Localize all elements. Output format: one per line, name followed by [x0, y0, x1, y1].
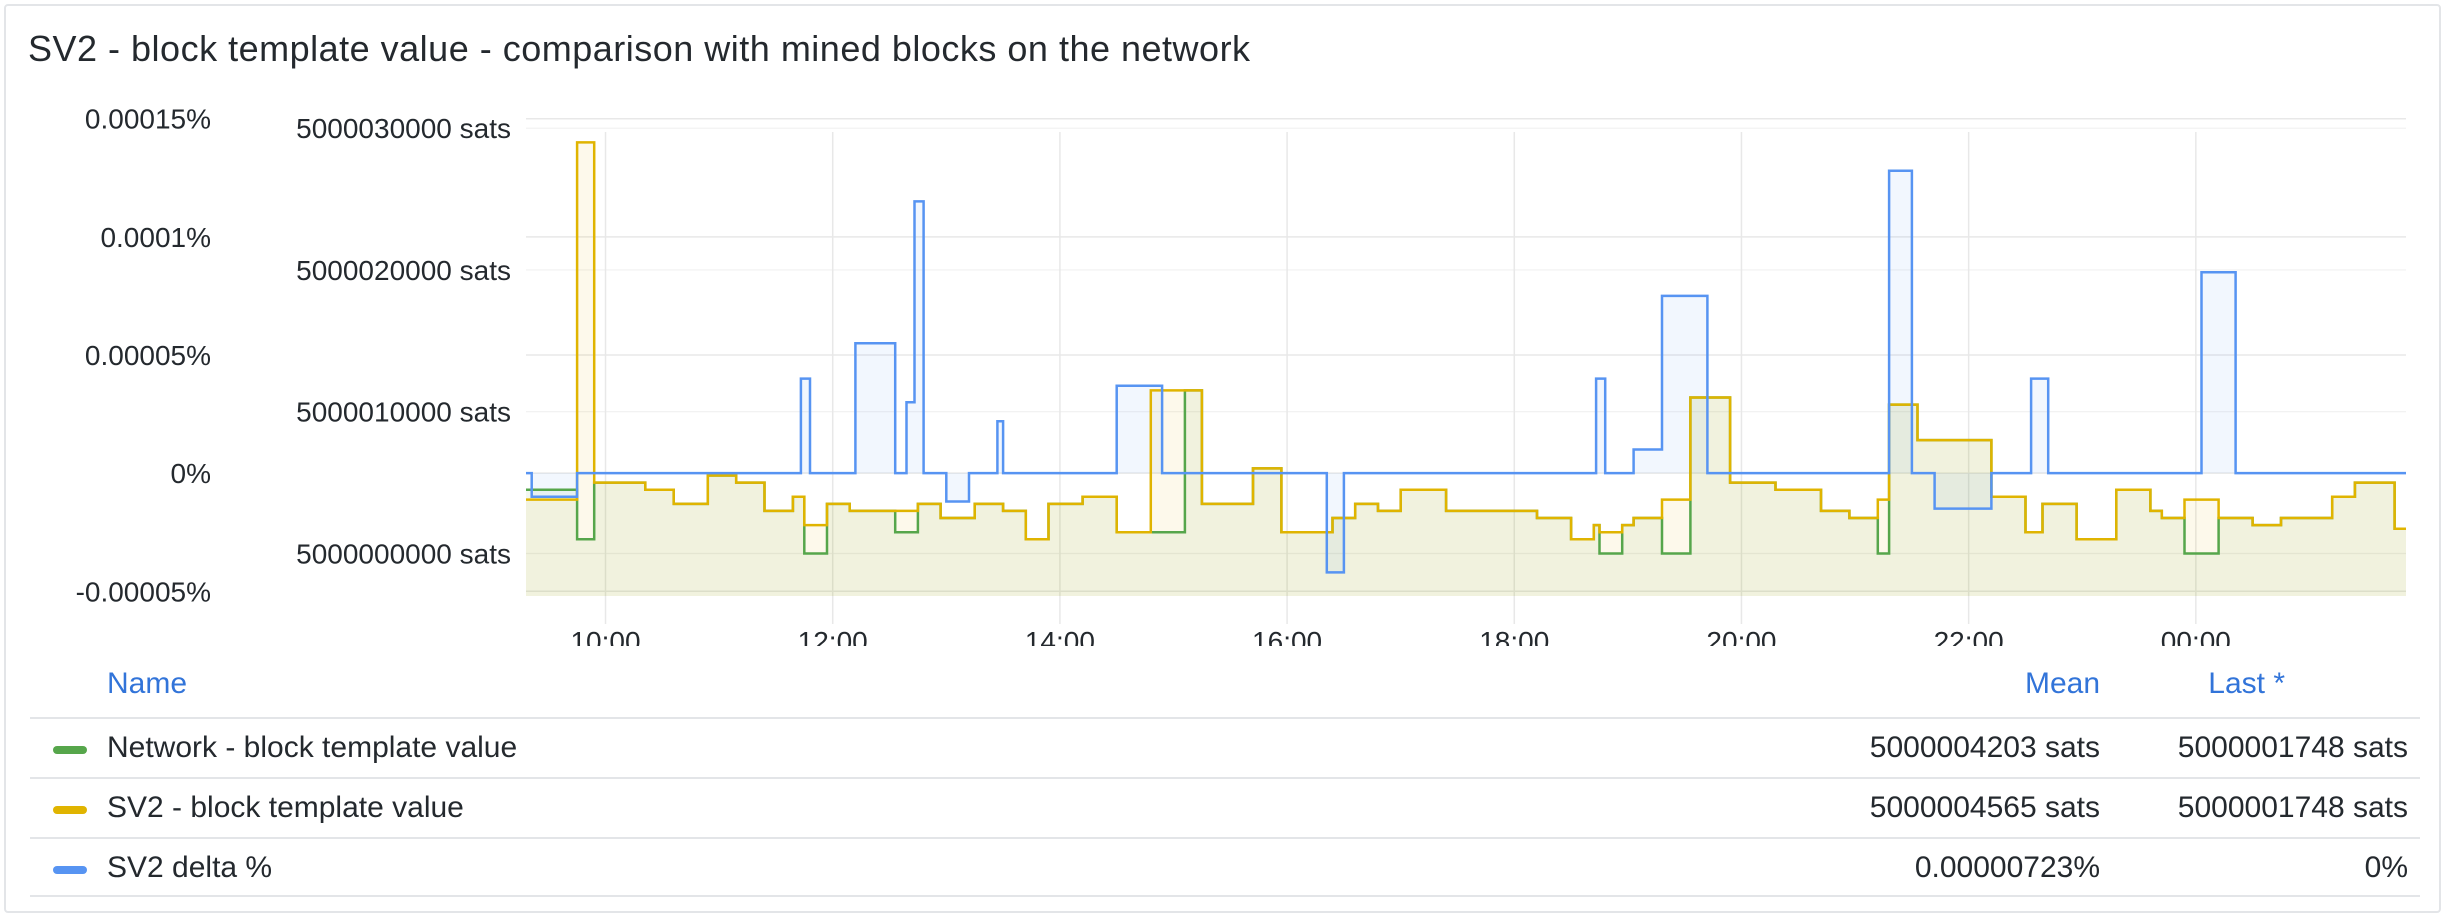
legend-series-last: 0% [2364, 851, 2408, 884]
y-left-tick-label: 0.00005% [85, 340, 211, 371]
legend-header-name[interactable]: Name [107, 667, 188, 700]
y-left-tick-label: -0.00005% [76, 576, 211, 607]
legend-header-last[interactable]: Last * [2208, 667, 2285, 700]
series-lines [526, 141, 2406, 574]
y-left-tick-label: 0% [171, 458, 211, 489]
x-tick-label: 10:00 [570, 626, 640, 646]
axis-labels: -0.00005% 0% 0.00005% 0.0001% 0.00015% 500000… [76, 104, 2231, 646]
legend-series-name[interactable]: Network - block template value [107, 731, 518, 764]
series-fill-0 [526, 390, 2406, 596]
chart-panel: SV2 - block template value - comparison … [4, 4, 2441, 913]
legend-table: Name Mean Last * Network - block templat… [30, 663, 2420, 897]
x-tick-label: 16:00 [1252, 626, 1322, 646]
series-fill-1 [526, 142, 2406, 596]
series-color-swatch[interactable] [53, 746, 87, 754]
legend-series-last: 5000001748 sats [2177, 791, 2408, 824]
y-right-tick-label: 5000000000 sats [296, 538, 511, 569]
y-left-tick-label: 0.0001% [100, 222, 211, 253]
x-tick-label: 12:00 [798, 626, 868, 646]
legend-row-network[interactable]: Network - block template value 500000420… [30, 717, 2420, 777]
series-line-1[interactable] [526, 141, 2406, 541]
legend-row-sv2-template[interactable]: SV2 - block template value 5000004565 sa… [30, 777, 2420, 837]
x-tick-label: 20:00 [1706, 626, 1776, 646]
x-tick-label: 18:00 [1479, 626, 1549, 646]
series-fills [526, 142, 2406, 596]
panel-title: SV2 - block template value - comparison … [28, 28, 1251, 69]
y-right-tick-label: 5000010000 sats [296, 397, 511, 428]
legend-series-mean: 5000004203 sats [1869, 731, 2100, 764]
legend-header: Name Mean Last * [30, 663, 2420, 717]
legend-header-mean[interactable]: Mean [2024, 667, 2100, 700]
y-right-tick-label: 5000020000 sats [296, 255, 511, 286]
legend-series-name[interactable]: SV2 - block template value [107, 791, 464, 824]
x-tick-label: 00:00 [2161, 626, 2231, 646]
y-right-tick-label: 5000030000 sats [296, 113, 511, 144]
y-left-tick-label: 0.00015% [85, 104, 211, 135]
legend-row-sv2-delta[interactable]: SV2 delta % 0.00000723% 0% [30, 837, 2420, 897]
legend-series-mean: 0.00000723% [1914, 851, 2100, 884]
legend-series-name[interactable]: SV2 delta % [107, 851, 273, 884]
legend-series-mean: 5000004565 sats [1869, 791, 2100, 824]
series-color-swatch[interactable] [53, 866, 87, 874]
series-line-2[interactable] [526, 169, 2406, 574]
series-color-swatch[interactable] [53, 806, 87, 814]
line-chart: -0.00005% 0% 0.00005% 0.0001% 0.00015% 500000… [76, 104, 2406, 646]
x-tick-label: 14:00 [1025, 626, 1095, 646]
x-tick-label: 22:00 [1934, 626, 2004, 646]
legend-series-last: 5000001748 sats [2177, 731, 2408, 764]
